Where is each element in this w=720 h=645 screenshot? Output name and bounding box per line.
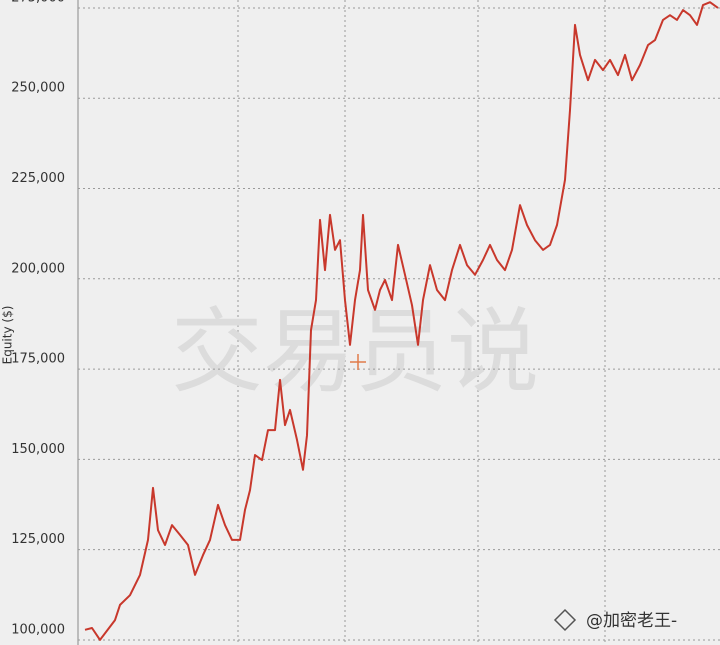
credit-text: @加密老王-	[586, 611, 677, 631]
equity-line	[84, 1, 719, 641]
y-tick-label: 100,000	[11, 622, 65, 637]
watermark: 交易员说	[171, 298, 539, 405]
y-tick-label: 175,000	[11, 352, 65, 367]
y-tick-label: 125,000	[11, 532, 65, 547]
plot-area: 100,000 125,000 150,000 175,000 200,000 225,0…	[11, 0, 720, 641]
y-tick-label: 225,000	[11, 171, 65, 186]
credit-badge: @加密老王-	[553, 608, 677, 632]
crosshair	[350, 354, 366, 370]
credit-icon	[553, 608, 577, 632]
y-tick-label: 150,000	[11, 442, 65, 457]
y-axis-label: Equity ($)	[1, 306, 15, 365]
y-tick-label: 200,000	[11, 261, 65, 276]
y-tick-label: 275,000	[11, 0, 65, 5]
y-tick-label: 250,000	[11, 81, 65, 96]
